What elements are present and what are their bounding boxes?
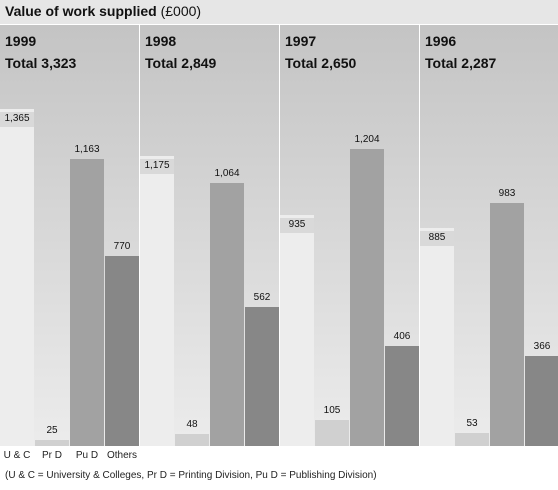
footnote: (U & C = University & Colleges, Pr D = P… — [5, 470, 377, 481]
value-label: 983 — [498, 188, 516, 199]
panel-total-label: Total 3,323 — [5, 55, 77, 71]
x-axis-label: Pr D — [42, 450, 62, 461]
chart-title: Value of work supplied (£000) — [5, 3, 201, 19]
bar-pu-d — [210, 183, 244, 446]
value-label: 885 — [428, 232, 446, 243]
value-label: 1,204 — [354, 134, 380, 145]
value-label: 562 — [253, 292, 271, 303]
value-label-band — [420, 231, 454, 246]
panel-total-label: Total 2,287 — [425, 55, 497, 71]
title-bar: Value of work supplied (£000) — [0, 0, 558, 24]
bar-u-c — [0, 109, 34, 446]
value-label: 935 — [288, 219, 306, 230]
panel-1997: 1997 Total 2,650 935 105 1,204 406 — [280, 25, 419, 446]
chart-area: 1999 Total 3,323 1,365 25 1,163 770 1998 Total … — [0, 25, 558, 446]
panel-total-label: Total 2,650 — [285, 55, 357, 71]
bar-pr-d — [455, 433, 489, 446]
value-label: 105 — [323, 405, 341, 416]
value-label: 366 — [533, 341, 551, 352]
x-axis-label: U & C — [3, 450, 31, 461]
panel-year-label: 1999 — [5, 33, 37, 49]
panel-1999: 1999 Total 3,323 1,365 25 1,163 770 — [0, 25, 139, 446]
panel-1996: 1996 Total 2,287 885 53 983 366 — [420, 25, 558, 446]
value-label: 1,175 — [144, 160, 170, 171]
panel-year-label: 1997 — [285, 33, 317, 49]
bar-pr-d — [315, 420, 349, 446]
bar-pr-d — [35, 440, 69, 446]
bar-u-c — [420, 228, 454, 446]
bar-others — [245, 307, 279, 446]
value-label: 1,163 — [74, 144, 100, 155]
bar-others — [525, 356, 558, 446]
bar-others — [385, 346, 419, 446]
panel-total-label: Total 2,849 — [145, 55, 217, 71]
value-label: 25 — [46, 425, 58, 436]
x-axis-label: Pu D — [75, 450, 99, 461]
bar-others — [105, 256, 139, 446]
x-axis-label: Others — [106, 450, 137, 461]
value-label-band — [140, 159, 174, 174]
bar-u-c — [280, 215, 314, 446]
panel-year-label: 1998 — [145, 33, 177, 49]
bar-pu-d — [490, 203, 524, 446]
chart-title-unit: (£000) — [160, 3, 202, 19]
bar-u-c — [140, 156, 174, 446]
panel-1998: 1998 Total 2,849 1,175 48 1,064 562 — [140, 25, 279, 446]
bar-pu-d — [70, 159, 104, 446]
value-label-band — [0, 112, 34, 127]
value-label: 1,064 — [214, 168, 240, 179]
value-label: 406 — [393, 331, 411, 342]
value-label: 53 — [466, 418, 478, 429]
panel-year-label: 1996 — [425, 33, 457, 49]
value-label: 1,365 — [4, 113, 30, 124]
value-label: 48 — [186, 419, 198, 430]
x-axis-labels: U & C Pr D Pu D Others — [0, 450, 140, 466]
bar-pu-d — [350, 149, 384, 446]
bar-pr-d — [175, 434, 209, 446]
value-label-band — [280, 218, 314, 233]
value-label: 770 — [113, 241, 131, 252]
chart-title-main: Value of work supplied — [5, 3, 157, 19]
